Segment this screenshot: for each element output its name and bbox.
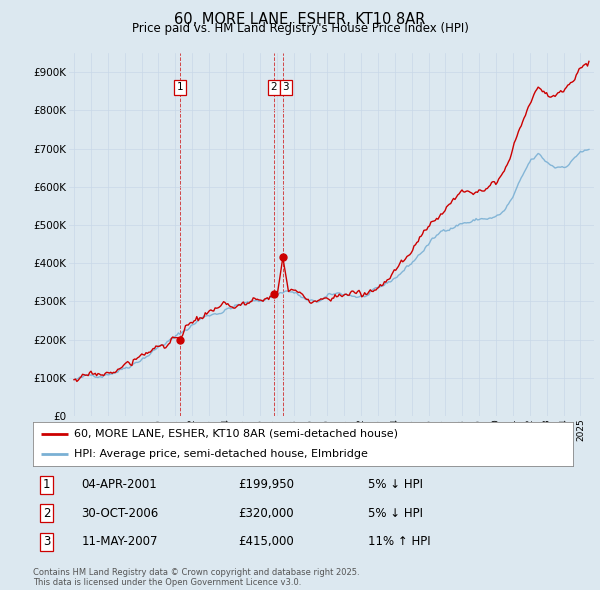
Text: 5% ↓ HPI: 5% ↓ HPI — [368, 507, 423, 520]
Text: 3: 3 — [283, 83, 289, 93]
Text: 11-MAY-2007: 11-MAY-2007 — [82, 535, 158, 548]
Text: £320,000: £320,000 — [238, 507, 294, 520]
Text: 11% ↑ HPI: 11% ↑ HPI — [368, 535, 430, 548]
Text: £415,000: £415,000 — [238, 535, 294, 548]
Text: 2: 2 — [43, 507, 50, 520]
Text: 1: 1 — [43, 478, 50, 491]
Text: 2: 2 — [271, 83, 277, 93]
Text: 30-OCT-2006: 30-OCT-2006 — [82, 507, 159, 520]
Text: HPI: Average price, semi-detached house, Elmbridge: HPI: Average price, semi-detached house,… — [74, 449, 367, 459]
Text: Price paid vs. HM Land Registry's House Price Index (HPI): Price paid vs. HM Land Registry's House … — [131, 22, 469, 35]
Text: 60, MORE LANE, ESHER, KT10 8AR: 60, MORE LANE, ESHER, KT10 8AR — [175, 12, 425, 27]
Text: 3: 3 — [43, 535, 50, 548]
Text: Contains HM Land Registry data © Crown copyright and database right 2025.
This d: Contains HM Land Registry data © Crown c… — [33, 568, 359, 587]
Text: £199,950: £199,950 — [238, 478, 294, 491]
Text: 04-APR-2001: 04-APR-2001 — [82, 478, 157, 491]
Text: 5% ↓ HPI: 5% ↓ HPI — [368, 478, 423, 491]
Text: 1: 1 — [176, 83, 183, 93]
Text: 60, MORE LANE, ESHER, KT10 8AR (semi-detached house): 60, MORE LANE, ESHER, KT10 8AR (semi-det… — [74, 429, 398, 439]
